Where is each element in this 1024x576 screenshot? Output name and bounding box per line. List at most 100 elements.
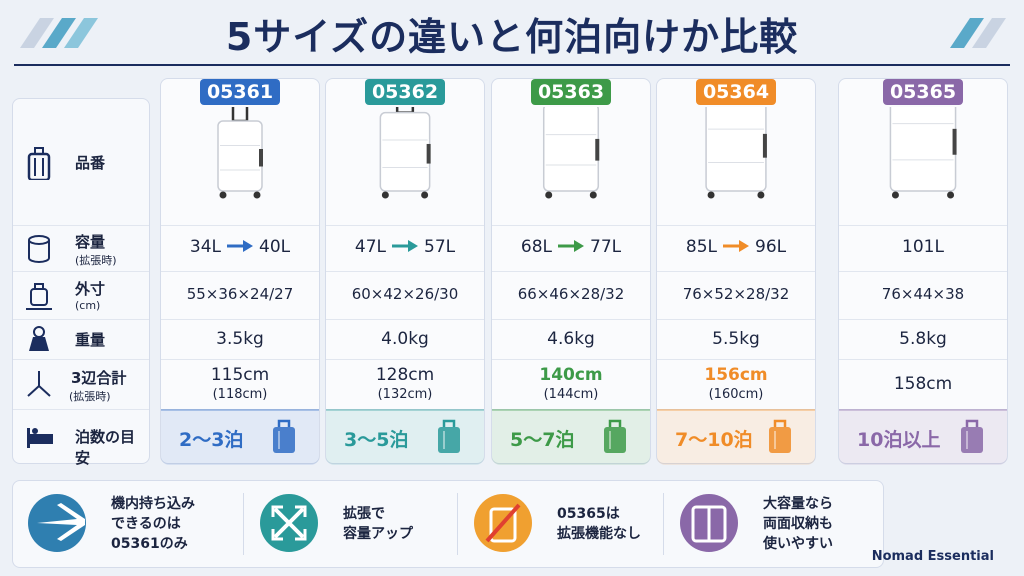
- row-separator: [161, 409, 319, 410]
- capacity-value: 77L: [590, 237, 622, 257]
- capacity: 101L: [839, 237, 1007, 257]
- row-label-text: 外寸: [75, 280, 106, 298]
- arrow: [723, 237, 749, 257]
- row-icon-svg: [28, 235, 50, 263]
- capacity-value: 85L: [685, 237, 717, 257]
- row-icon: [25, 146, 55, 184]
- row-separator: [657, 319, 815, 320]
- suitcase-image: [531, 75, 611, 223]
- notes-panel: 機内持ち込み できるのは 05361のみ 拡張で 容量アップ 05365は 拡張機能なし 大容…: [12, 480, 884, 568]
- suitcase-image: [883, 53, 963, 223]
- model-badge: 05364: [696, 79, 776, 105]
- nights: 2〜3泊: [179, 429, 244, 451]
- dimensions: 66×46×28/32: [517, 285, 625, 303]
- column-card: 05361 34L 40L 55×36×24/27 3.5kg 115cm (118cm)…: [160, 78, 320, 465]
- row-separator: [492, 271, 650, 272]
- row-separator: [839, 409, 1007, 410]
- capacity: 85L 96L: [657, 237, 815, 257]
- arrow-svg: [558, 240, 584, 252]
- weight: 4.6kg: [547, 329, 595, 349]
- suitcase-image: [365, 86, 445, 223]
- model-badge: 05361: [200, 79, 280, 105]
- model-badge: 05365: [883, 79, 963, 105]
- note-text: 両面収納も: [763, 516, 833, 532]
- row-label: 泊数の目安: [13, 409, 149, 467]
- note-icon: [679, 493, 739, 557]
- row-separator: [492, 225, 650, 226]
- nights: 7〜10泊: [675, 429, 753, 451]
- bag-icon: [765, 417, 795, 461]
- column-card: 05362 47L 57L 60×42×26/30 4.0kg 128cm (132cm)…: [325, 78, 485, 465]
- bag-icon-svg: [604, 419, 626, 453]
- note-icon: [473, 493, 533, 557]
- capacity-value: 57L: [424, 237, 456, 257]
- weight: 3.5kg: [216, 329, 264, 349]
- bag-icon: [269, 417, 299, 461]
- arrow: [392, 237, 418, 257]
- note-icon: [27, 493, 87, 557]
- column-card: 05364 85L 96L 76×52×28/32 5.5kg 156cm (160cm)…: [656, 64, 816, 465]
- total-size: 128cm: [375, 365, 435, 385]
- row-icon: [25, 323, 55, 361]
- nights: 5〜7泊: [510, 429, 575, 451]
- bag-icon-svg: [769, 419, 791, 453]
- nights: 10泊以上: [857, 429, 941, 451]
- row-separator: [161, 225, 319, 226]
- decor-stripes: [950, 18, 1006, 48]
- row-separator: [657, 271, 815, 272]
- row-icon-svg: [26, 283, 52, 310]
- row-separator: [13, 319, 149, 320]
- note-text: 拡張機能なし: [557, 526, 641, 542]
- suitcase-image-svg: [889, 53, 957, 199]
- row-icon-svg: [27, 428, 53, 448]
- model-badge: 05362: [365, 79, 445, 105]
- note-icon: [259, 493, 319, 557]
- row-label-text: 重量: [75, 331, 106, 349]
- row-separator: [839, 359, 1007, 360]
- weight: 5.8kg: [899, 329, 947, 349]
- row-separator: [326, 271, 484, 272]
- row-separator: [161, 319, 319, 320]
- row-separator: [492, 409, 650, 410]
- capacity: 34L 40L: [161, 237, 319, 257]
- note-text: 容量アップ: [343, 526, 413, 542]
- row-separator: [839, 271, 1007, 272]
- total-size-expanded: (118cm): [212, 387, 268, 402]
- note-text: 使いやすい: [763, 536, 833, 552]
- row-label: 重量: [13, 319, 149, 359]
- total-size: 156cm: [704, 365, 768, 385]
- bag-icon-svg: [961, 419, 983, 453]
- capacity-value: 68L: [520, 237, 552, 257]
- total-size-expanded: (160cm): [708, 387, 764, 402]
- capacity-value: 101L: [902, 237, 944, 257]
- nights-cell: 5〜7泊: [492, 409, 650, 465]
- brand: Nomad Essential: [871, 549, 994, 564]
- row-icon: [25, 368, 55, 406]
- row-icon: [25, 232, 55, 270]
- capacity: 68L 77L: [492, 237, 650, 257]
- nights-cell: 3〜5泊: [326, 409, 484, 465]
- row-label-text: 容量: [75, 233, 106, 251]
- nights-cell: 2〜3泊: [161, 409, 319, 465]
- row-label-text: 品番: [75, 154, 106, 172]
- row-label: 3辺合計 (拡張時): [13, 359, 149, 409]
- dimensions: 55×36×24/27: [186, 285, 294, 303]
- note-text: 機内持ち込み: [111, 496, 195, 512]
- row-icon: [25, 279, 55, 317]
- total-size-expanded: (132cm): [377, 387, 433, 402]
- dimensions: 60×42×26/30: [351, 285, 459, 303]
- capacity-value: 34L: [189, 237, 221, 257]
- suitcase-image-svg: [379, 86, 431, 199]
- row-separator: [326, 409, 484, 410]
- row-separator: [13, 409, 149, 410]
- note-divider: [663, 493, 664, 555]
- bag-icon-svg: [438, 419, 460, 453]
- bag-icon: [600, 417, 630, 461]
- nights-cell: 10泊以上: [839, 409, 1007, 465]
- row-separator: [657, 359, 815, 360]
- row-separator: [657, 409, 815, 410]
- row-label-sub: (拡張時): [75, 254, 117, 267]
- row-icon: [25, 420, 55, 458]
- suitcase-image-svg: [217, 97, 263, 199]
